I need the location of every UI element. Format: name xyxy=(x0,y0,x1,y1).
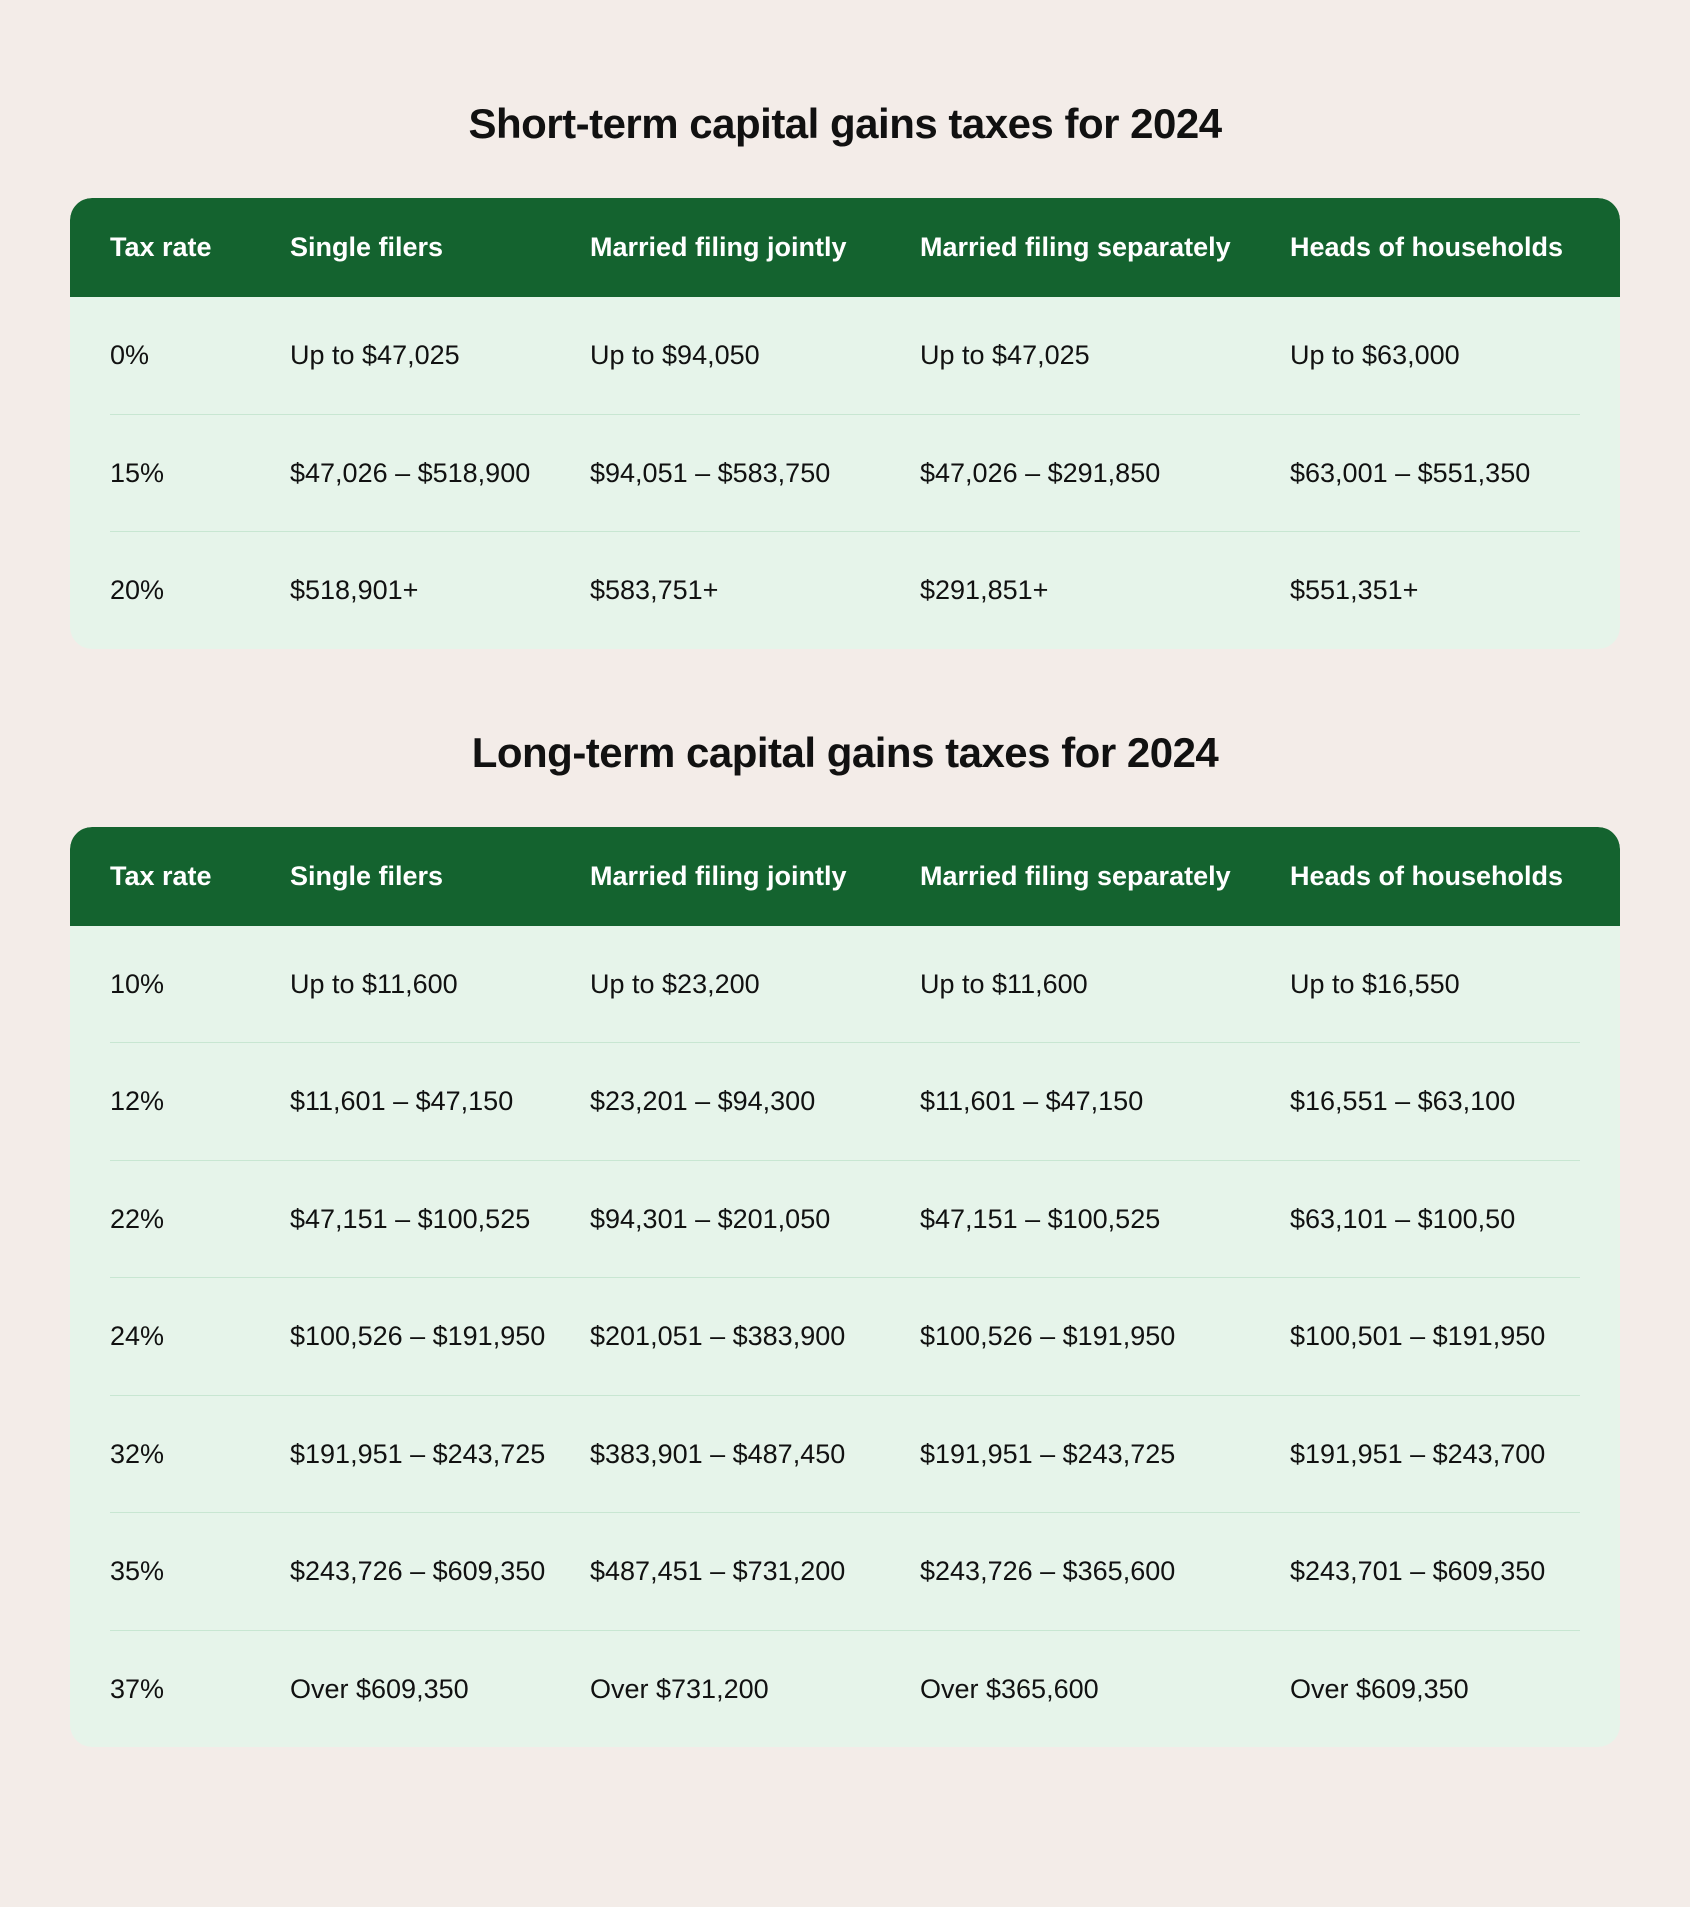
table-body: 10% Up to $11,600 Up to $23,200 Up to $1… xyxy=(70,926,1620,1748)
cell-sep: $191,951 – $243,725 xyxy=(920,1434,1290,1475)
cell-single: Up to $11,600 xyxy=(290,964,590,1005)
col-header-separate: Married filing separately xyxy=(920,232,1290,263)
table-row: 37% Over $609,350 Over $731,200 Over $36… xyxy=(110,1631,1580,1748)
table-row: 0% Up to $47,025 Up to $94,050 Up to $47… xyxy=(110,297,1580,415)
table-row: 35% $243,726 – $609,350 $487,451 – $731,… xyxy=(110,1513,1580,1631)
cell-rate: 10% xyxy=(110,964,290,1005)
col-header-joint: Married filing jointly xyxy=(590,861,920,892)
cell-sep: $291,851+ xyxy=(920,570,1290,611)
cell-joint: $383,901 – $487,450 xyxy=(590,1434,920,1475)
table-body: 0% Up to $47,025 Up to $94,050 Up to $47… xyxy=(70,297,1620,649)
table-row: 20% $518,901+ $583,751+ $291,851+ $551,3… xyxy=(110,532,1580,649)
table-row: 24% $100,526 – $191,950 $201,051 – $383,… xyxy=(110,1278,1580,1396)
cell-joint: $94,051 – $583,750 xyxy=(590,453,920,494)
cell-hoh: $551,351+ xyxy=(1290,570,1580,611)
table-row: 32% $191,951 – $243,725 $383,901 – $487,… xyxy=(110,1396,1580,1514)
cell-joint: Up to $23,200 xyxy=(590,964,920,1005)
cell-hoh: $100,501 – $191,950 xyxy=(1290,1316,1580,1357)
cell-single: $191,951 – $243,725 xyxy=(290,1434,590,1475)
cell-single: $47,026 – $518,900 xyxy=(290,453,590,494)
cell-rate: 24% xyxy=(110,1316,290,1357)
cell-single: $100,526 – $191,950 xyxy=(290,1316,590,1357)
col-header-tax-rate: Tax rate xyxy=(110,232,290,263)
cell-hoh: $243,701 – $609,350 xyxy=(1290,1551,1580,1592)
cell-joint: Over $731,200 xyxy=(590,1669,920,1710)
long-term-table: Tax rate Single filers Married filing jo… xyxy=(70,827,1620,1748)
cell-sep: $11,601 – $47,150 xyxy=(920,1081,1290,1122)
col-header-hoh: Heads of households xyxy=(1290,861,1580,892)
cell-rate: 22% xyxy=(110,1199,290,1240)
cell-joint: Up to $94,050 xyxy=(590,335,920,376)
cell-rate: 15% xyxy=(110,453,290,494)
cell-joint: $94,301 – $201,050 xyxy=(590,1199,920,1240)
col-header-single: Single filers xyxy=(290,232,590,263)
cell-rate: 20% xyxy=(110,570,290,611)
table-row: 10% Up to $11,600 Up to $23,200 Up to $1… xyxy=(110,926,1580,1044)
cell-hoh: $63,101 – $100,50 xyxy=(1290,1199,1580,1240)
cell-hoh: $191,951 – $243,700 xyxy=(1290,1434,1580,1475)
col-header-tax-rate: Tax rate xyxy=(110,861,290,892)
cell-hoh: Over $609,350 xyxy=(1290,1669,1580,1710)
col-header-hoh: Heads of households xyxy=(1290,232,1580,263)
table-row: 15% $47,026 – $518,900 $94,051 – $583,75… xyxy=(110,415,1580,533)
table-header-row: Tax rate Single filers Married filing jo… xyxy=(70,827,1620,926)
cell-sep: $47,026 – $291,850 xyxy=(920,453,1290,494)
cell-sep: Up to $47,025 xyxy=(920,335,1290,376)
table-title-short-term: Short-term capital gains taxes for 2024 xyxy=(70,100,1620,148)
cell-sep: Up to $11,600 xyxy=(920,964,1290,1005)
cell-hoh: Up to $63,000 xyxy=(1290,335,1580,376)
cell-single: Over $609,350 xyxy=(290,1669,590,1710)
cell-joint: $201,051 – $383,900 xyxy=(590,1316,920,1357)
cell-joint: $487,451 – $731,200 xyxy=(590,1551,920,1592)
cell-single: $11,601 – $47,150 xyxy=(290,1081,590,1122)
cell-rate: 32% xyxy=(110,1434,290,1475)
cell-sep: $243,726 – $365,600 xyxy=(920,1551,1290,1592)
cell-rate: 37% xyxy=(110,1669,290,1710)
cell-joint: $23,201 – $94,300 xyxy=(590,1081,920,1122)
cell-single: $47,151 – $100,525 xyxy=(290,1199,590,1240)
short-term-table: Tax rate Single filers Married filing jo… xyxy=(70,198,1620,649)
cell-hoh: $63,001 – $551,350 xyxy=(1290,453,1580,494)
table-row: 12% $11,601 – $47,150 $23,201 – $94,300 … xyxy=(110,1043,1580,1161)
cell-hoh: $16,551 – $63,100 xyxy=(1290,1081,1580,1122)
cell-rate: 35% xyxy=(110,1551,290,1592)
cell-sep: $47,151 – $100,525 xyxy=(920,1199,1290,1240)
cell-sep: Over $365,600 xyxy=(920,1669,1290,1710)
col-header-single: Single filers xyxy=(290,861,590,892)
table-title-long-term: Long-term capital gains taxes for 2024 xyxy=(70,729,1620,777)
col-header-separate: Married filing separately xyxy=(920,861,1290,892)
cell-single: Up to $47,025 xyxy=(290,335,590,376)
cell-rate: 0% xyxy=(110,335,290,376)
cell-single: $243,726 – $609,350 xyxy=(290,1551,590,1592)
cell-sep: $100,526 – $191,950 xyxy=(920,1316,1290,1357)
col-header-joint: Married filing jointly xyxy=(590,232,920,263)
cell-hoh: Up to $16,550 xyxy=(1290,964,1580,1005)
cell-joint: $583,751+ xyxy=(590,570,920,611)
table-row: 22% $47,151 – $100,525 $94,301 – $201,05… xyxy=(110,1161,1580,1279)
cell-single: $518,901+ xyxy=(290,570,590,611)
table-header-row: Tax rate Single filers Married filing jo… xyxy=(70,198,1620,297)
cell-rate: 12% xyxy=(110,1081,290,1122)
